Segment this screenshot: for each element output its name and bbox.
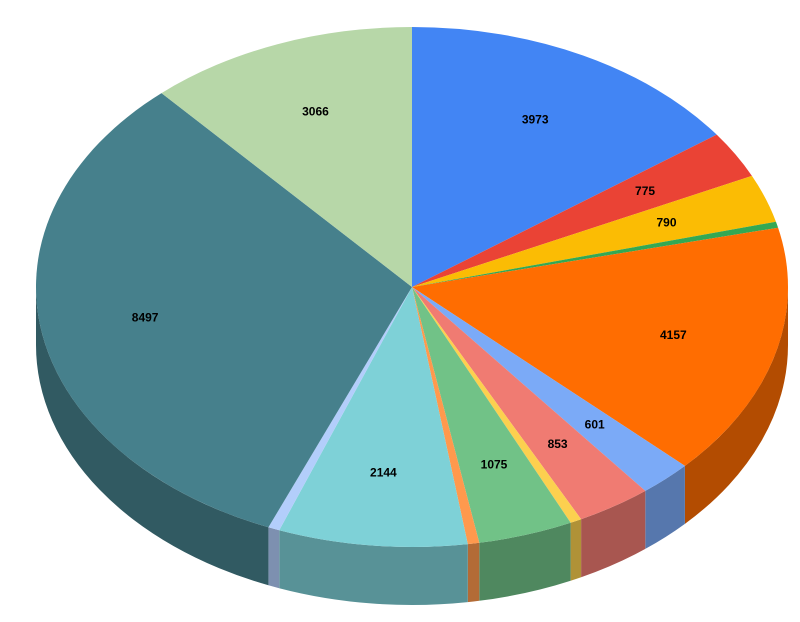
- slice-side: [36, 287, 269, 586]
- slice: [412, 287, 646, 520]
- slice: [36, 93, 413, 528]
- data-label: 775: [635, 184, 655, 198]
- slice: [412, 287, 685, 491]
- slice-side: [684, 287, 788, 524]
- data-label: 790: [657, 215, 677, 229]
- slice-side: [570, 519, 582, 581]
- data-label: 601: [585, 417, 605, 431]
- slice: [412, 27, 717, 287]
- slice-side: [479, 522, 571, 601]
- slice: [412, 175, 776, 287]
- slice: [412, 134, 752, 287]
- slice: [161, 27, 412, 287]
- slice: [412, 227, 788, 466]
- slice: [412, 287, 571, 543]
- slice: [412, 287, 480, 545]
- slice: [268, 287, 412, 531]
- slice-side: [279, 530, 468, 606]
- slice-side: [581, 490, 646, 578]
- slice-side: [268, 527, 280, 589]
- data-label: 3066: [302, 104, 329, 118]
- data-label: 853: [548, 437, 568, 451]
- slice-side: [645, 465, 685, 549]
- data-label: 3973: [522, 112, 549, 126]
- slice: [412, 221, 779, 287]
- data-label: 4157: [660, 328, 687, 342]
- data-label: 1075: [481, 458, 508, 472]
- slice: [279, 287, 468, 547]
- data-label: 8497: [132, 311, 159, 325]
- slice-side: [467, 542, 480, 603]
- data-label: 2144: [370, 465, 397, 479]
- slice: [412, 287, 582, 523]
